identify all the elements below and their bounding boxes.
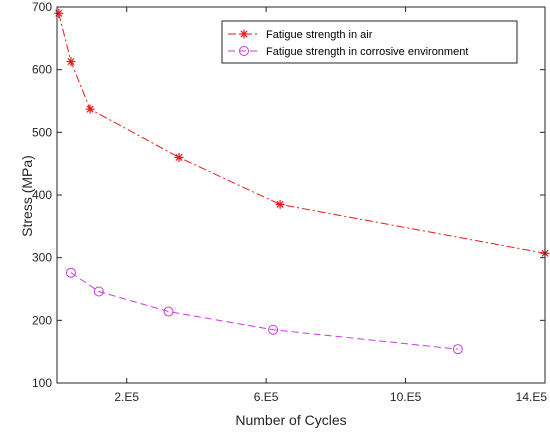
data-point: [85, 104, 95, 114]
series-2: [65, 267, 463, 355]
y-tick-label: 300: [32, 251, 52, 265]
data-point: [268, 324, 279, 335]
data-point: [275, 199, 285, 209]
data-point: [163, 306, 174, 317]
x-tick-label: 14.E5: [516, 390, 548, 404]
series-layer: [54, 8, 550, 355]
data-point: [93, 286, 104, 297]
data-point: [174, 152, 184, 162]
legend-entry: Fatigue strength in air: [228, 29, 373, 41]
plot-area: [57, 7, 545, 383]
y-tick-label: 400: [32, 188, 52, 202]
legend-marker: [239, 46, 249, 56]
data-point: [66, 57, 76, 67]
x-tick-label: 6.E5: [254, 390, 279, 404]
plot-background: [57, 7, 545, 383]
y-tick-label: 600: [32, 63, 52, 77]
x-axis-title: Number of Cycles: [235, 412, 346, 428]
y-axis-title: Stress (MPa): [19, 155, 35, 237]
legend-label: Fatigue strength in corrosive environmen…: [266, 46, 468, 58]
legend: Fatigue strength in air Fatigue strength …: [221, 20, 518, 64]
x-tick-label: 2.E5: [114, 390, 139, 404]
y-tick-label: 500: [32, 125, 52, 139]
series-line: [70, 272, 458, 350]
y-tick-label: 200: [32, 313, 52, 327]
data-point: [452, 344, 463, 355]
series-line: [58, 13, 546, 254]
legend-box: [221, 20, 518, 64]
x-tick-label: 10.E5: [390, 390, 422, 404]
y-tick-label: 700: [32, 0, 52, 14]
legend-entry: Fatigue strength in corrosive environmen…: [228, 46, 468, 58]
y-tick-label: 100: [32, 376, 52, 390]
legend-marker: [239, 29, 249, 39]
data-point: [65, 267, 76, 278]
legend-label: Fatigue strength in air: [266, 29, 373, 41]
axes-layer: 100 200 300 400 500 600 700 2.E5 6.E5 10.E5 14.E5: [32, 0, 547, 404]
series-1: [54, 8, 550, 258]
